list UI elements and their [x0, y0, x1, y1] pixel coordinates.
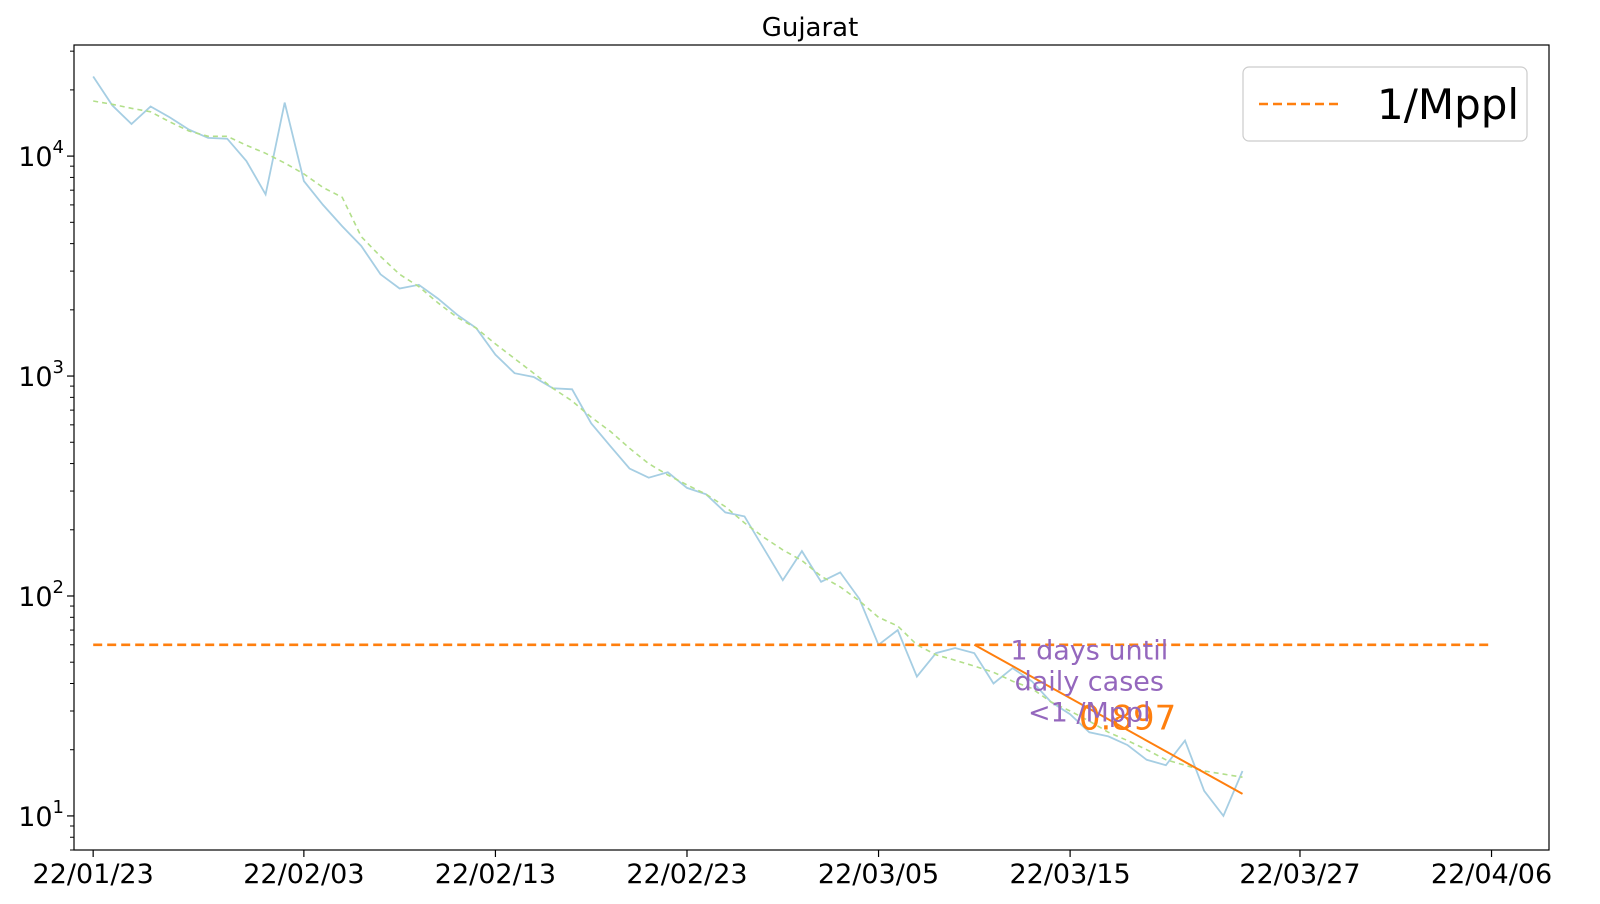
- annotation-growth-rate: 0.897: [1079, 699, 1176, 739]
- y-tick-label: 101: [18, 797, 64, 833]
- x-tick-label: 22/02/13: [435, 859, 556, 890]
- x-tick-label: 22/04/06: [1431, 859, 1552, 890]
- annotation-days-until-line: daily cases: [1015, 667, 1164, 698]
- x-tick-label: 22/02/03: [243, 859, 364, 890]
- chart-title: Gujarat: [762, 13, 859, 43]
- x-tick-label: 22/03/15: [1009, 859, 1130, 890]
- y-tick-label: 104: [18, 137, 64, 173]
- x-tick-label: 22/03/27: [1239, 859, 1360, 890]
- x-tick-label: 22/02/23: [626, 859, 747, 890]
- x-tick-label: 22/01/23: [33, 859, 154, 890]
- annotation-days-until-line: <1 /Mppl: [1028, 698, 1151, 729]
- annotation-days-until-line: 1 days until: [1010, 636, 1168, 667]
- legend-label: 1/Mppl: [1377, 80, 1519, 129]
- plot-frame: [73, 44, 1550, 851]
- legend-box: [1242, 66, 1528, 142]
- x-tick-label: 22/03/05: [818, 859, 939, 890]
- series-line-rolling-average: [93, 100, 1243, 778]
- y-tick-label: 102: [18, 577, 64, 613]
- series-line-trend-fit: [973, 643, 1243, 795]
- y-tick-label: 103: [18, 357, 64, 393]
